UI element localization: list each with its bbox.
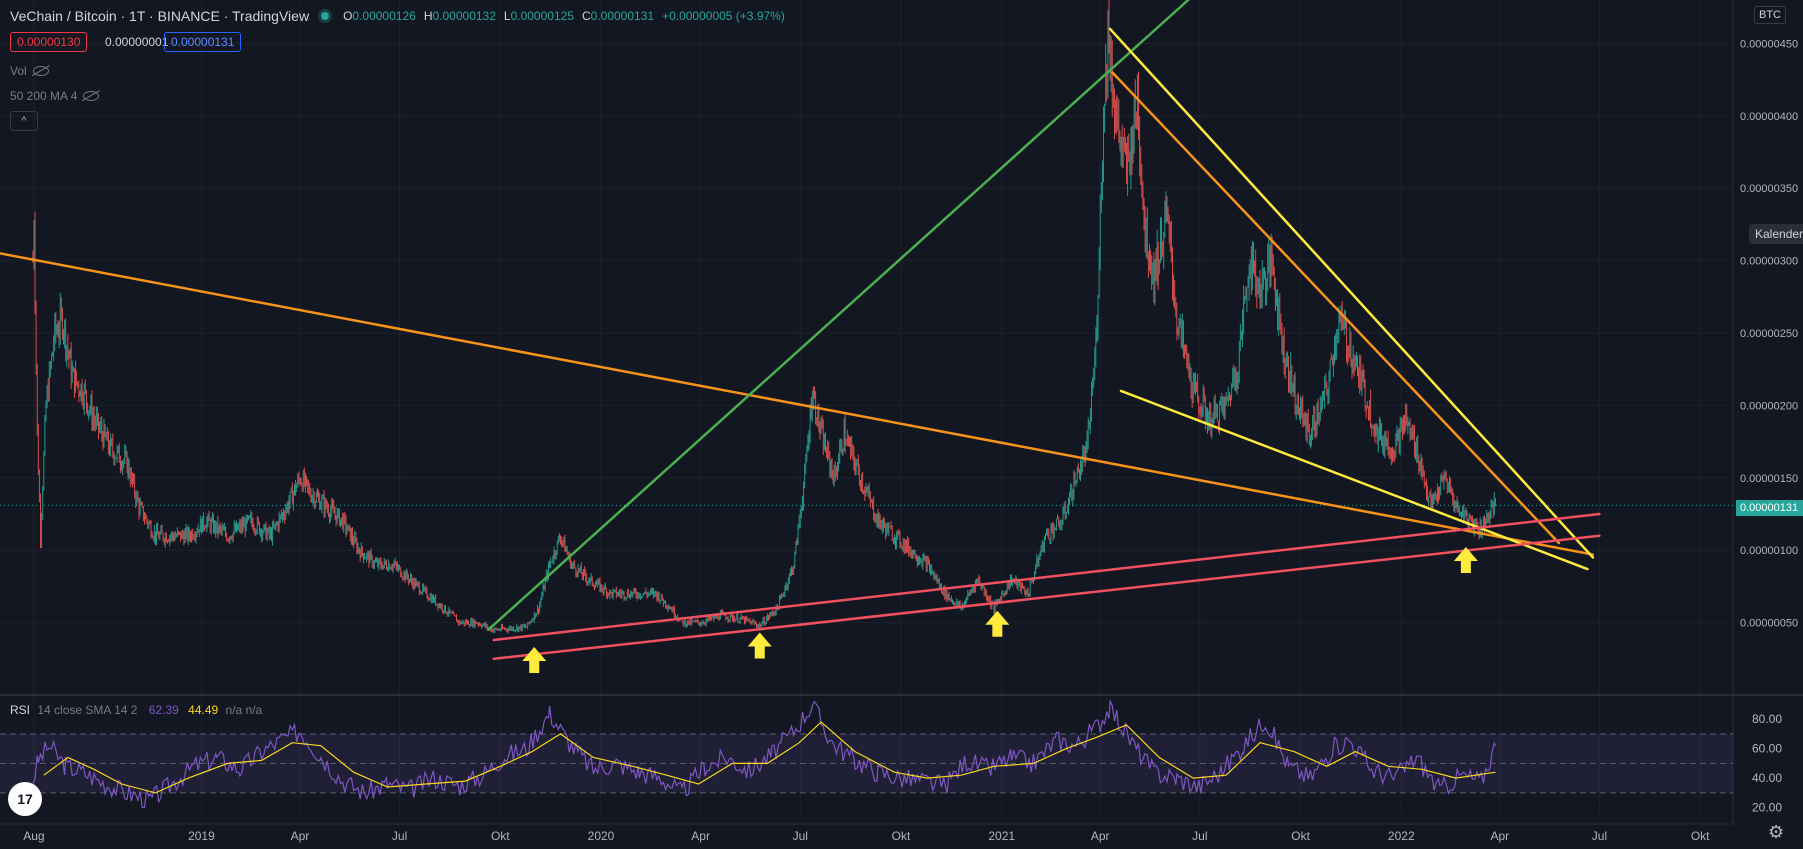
trendline-red [492, 512, 1601, 642]
rsi-tick-label: 20.00 [1752, 801, 1782, 815]
rsi-ma-value: 44.49 [188, 703, 219, 717]
ma-label: 50 200 MA 4 [10, 89, 78, 103]
open-value: 0.00000126 [352, 9, 416, 23]
collapse-indicators-button[interactable]: ^ [10, 111, 38, 131]
x-tick-label: Jul [1192, 829, 1207, 843]
currency-button[interactable]: BTC [1754, 6, 1786, 24]
volume-label: Vol [10, 64, 27, 78]
x-tick-label: Apr [291, 829, 310, 843]
rsi-params: 14 close SMA 14 2 [37, 703, 138, 717]
trendline-yellow [1108, 27, 1595, 559]
trendline-orange [1111, 71, 1561, 545]
x-tick-label: Apr [1490, 829, 1509, 843]
x-tick-label: Jul [793, 829, 808, 843]
x-tick-label: Apr [691, 829, 710, 843]
rsi-na-values: n/a n/a [225, 703, 263, 717]
market-status-icon [321, 12, 330, 20]
y-tick-label: 0.00000450 [1740, 38, 1798, 50]
trendline-orange [0, 252, 1595, 556]
y-tick-label: 0.00000300 [1740, 256, 1798, 268]
y-tick-label: 0.00000150 [1740, 473, 1798, 485]
x-tick-label: Apr [1091, 829, 1110, 843]
y-tick-label: 0.00000350 [1740, 183, 1798, 195]
bid-price-box[interactable]: 0.00000130 [10, 32, 88, 52]
up-arrow-icon [522, 646, 547, 673]
low-value: 0.00000125 [510, 9, 574, 23]
x-tick-label: Jul [1592, 829, 1607, 843]
change-value: +0.00000005 (+3.97%) [662, 9, 785, 23]
y-tick-label: 0.00000250 [1740, 328, 1798, 340]
high-value: 0.00000132 [432, 9, 496, 23]
trendline-green [487, 0, 1191, 632]
x-tick-label: Okt [892, 829, 911, 843]
tradingview-logo[interactable]: 17 [8, 782, 42, 816]
x-tick-label: 2021 [988, 829, 1015, 843]
trendline-red [492, 534, 1601, 661]
x-tick-label: 2020 [588, 829, 615, 843]
symbol-title[interactable]: VeChain / Bitcoin · 1T · BINANCE · Tradi… [10, 8, 310, 24]
up-arrow-icon [747, 632, 772, 659]
x-tick-label: Aug [23, 829, 44, 843]
hidden-eye-icon[interactable] [83, 91, 100, 101]
symbol-header: VeChain / Bitcoin · 1T · BINANCE · Tradi… [10, 8, 785, 24]
x-tick-label: 2019 [188, 829, 215, 843]
high-label: H [423, 9, 433, 23]
rsi-tick-label: 40.00 [1752, 771, 1782, 785]
rsi-name: RSI [10, 703, 31, 717]
rsi-line [32, 699, 1496, 809]
rsi-value: 62.39 [148, 703, 179, 717]
up-arrow-icon [985, 610, 1010, 637]
current-price-label: 0.00000131 [1736, 500, 1803, 516]
spread-value: 0.00000001 [105, 35, 169, 49]
x-tick-label: Okt [1691, 829, 1710, 843]
ask-price-box[interactable]: 0.00000131 [164, 32, 242, 52]
calendar-button[interactable]: Kalender [1749, 224, 1803, 244]
rsi-ma-line [43, 721, 1496, 794]
y-tick-label: 0.00000200 [1740, 400, 1798, 412]
x-tick-label: Okt [1291, 829, 1310, 843]
open-label: O [343, 9, 353, 23]
x-tick-label: Jul [392, 829, 407, 843]
low-label: L [503, 9, 511, 23]
rsi-tick-label: 60.00 [1752, 742, 1782, 756]
hidden-eye-icon[interactable] [32, 66, 49, 76]
gear-icon[interactable]: ⚙ [1768, 822, 1785, 842]
candlestick-series [32, 0, 1496, 634]
rsi-tick-label: 80.00 [1752, 712, 1782, 726]
trendline-yellow [1119, 389, 1589, 571]
y-tick-label: 0.00000050 [1740, 618, 1798, 630]
close-label: C [581, 9, 591, 23]
volume-indicator[interactable]: Vol [10, 64, 49, 78]
close-value: 0.00000131 [590, 9, 655, 23]
rsi-header[interactable]: RSI 14 close SMA 14 2 62.39 44.49 n/a n/… [10, 703, 262, 717]
ma-indicator[interactable]: 50 200 MA 4 [10, 89, 100, 103]
y-tick-label: 0.00000400 [1740, 111, 1798, 123]
x-tick-label: 2022 [1388, 829, 1415, 843]
up-arrow-icon [1453, 547, 1478, 574]
y-tick-label: 0.00000100 [1740, 545, 1798, 557]
x-tick-label: Okt [491, 829, 510, 843]
